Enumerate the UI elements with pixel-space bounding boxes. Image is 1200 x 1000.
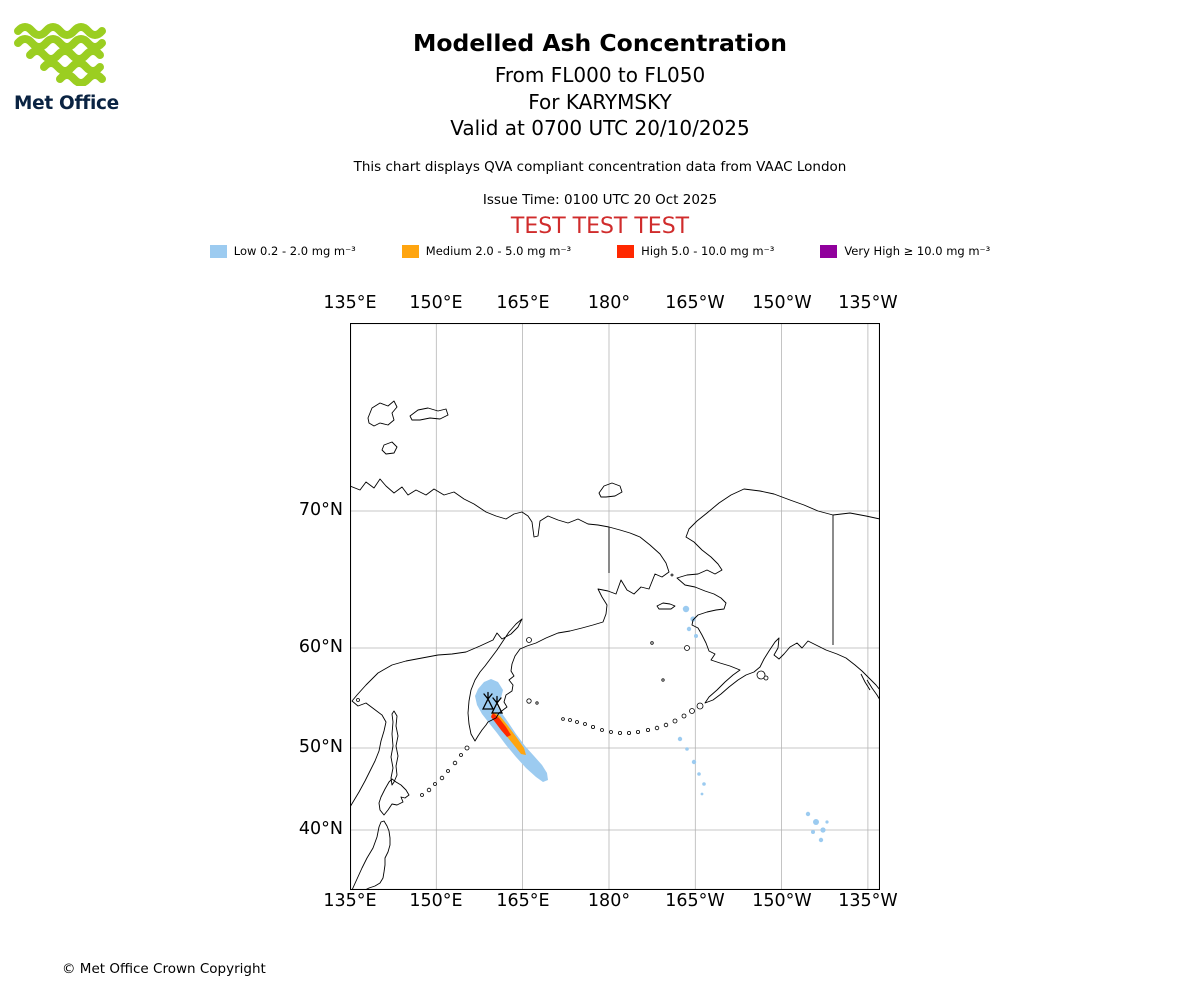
x-axis-label-bottom: 165°W	[665, 891, 725, 911]
new-siberian-island	[409, 407, 449, 421]
copyright-notice: © Met Office Crown Copyright	[62, 961, 266, 977]
coastlines	[349, 400, 881, 891]
map-area	[349, 322, 881, 891]
low-patches-bering	[682, 605, 698, 638]
alaska-panhandle-fjords	[866, 679, 881, 701]
sakhalin-coast	[390, 710, 399, 786]
political-boundaries	[608, 515, 834, 645]
x-axis-label-bottom: 135°W	[838, 891, 898, 911]
chart-header: Modelled Ash Concentration From FL000 to…	[0, 30, 1200, 142]
x-axis-label-top: 135°W	[838, 293, 898, 313]
test-banner: TEST TEST TEST	[510, 214, 690, 239]
low-swatch	[209, 244, 227, 258]
ash-plume-low	[475, 605, 829, 843]
legend-item-medium: Medium 2.0 - 5.0 mg m⁻³	[401, 244, 572, 258]
qva-description: This chart displays QVA compliant concen…	[353, 159, 847, 175]
chart-title: Modelled Ash Concentration	[413, 29, 787, 57]
legend-label-very-high: Very High ≥ 10.0 mg m⁻³	[844, 244, 991, 258]
medium-swatch	[401, 244, 419, 258]
x-axis-label-bottom: 180°	[587, 891, 631, 911]
x-axis-label-top: 165°E	[496, 293, 550, 313]
new-siberian-island	[367, 400, 398, 427]
low-patches-southeast	[805, 811, 829, 843]
legend-label-high: High 5.0 - 10.0 mg m⁻³	[641, 244, 775, 258]
lyakhovsky-island	[381, 441, 398, 455]
alaska-coast	[676, 488, 881, 704]
honshu-coast	[351, 820, 391, 891]
alaska-panhandle-fjords	[860, 673, 871, 691]
siberia-chukotka-kamchatka-coast	[349, 478, 670, 808]
map-border	[349, 322, 881, 891]
concentration-legend: Low 0.2 - 2.0 mg m⁻³ Medium 2.0 - 5.0 mg…	[0, 244, 1200, 258]
y-axis-label: 50°N	[298, 737, 343, 757]
y-axis-label: 60°N	[298, 637, 343, 657]
legend-label-medium: Medium 2.0 - 5.0 mg m⁻³	[425, 244, 572, 258]
x-axis-label-top: 150°W	[752, 293, 812, 313]
legend-label-low: Low 0.2 - 2.0 mg m⁻³	[233, 244, 356, 258]
x-axis-label-top: 165°W	[665, 293, 725, 313]
island-chain-dots	[356, 573, 769, 797]
volcano-line: For KARYMSKY	[528, 89, 672, 114]
hokkaido-coast	[378, 778, 410, 816]
x-axis-label-top: 135°E	[323, 293, 377, 313]
low-plume-main	[475, 679, 548, 782]
issue-time: Issue Time: 0100 UTC 20 Oct 2025	[482, 192, 718, 208]
valid-time-line: Valid at 0700 UTC 20/10/2025	[450, 116, 750, 140]
volcano-eruption-symbol	[481, 691, 504, 714]
ash-concentration-map	[349, 322, 881, 891]
st-lawrence-island	[656, 602, 676, 610]
legend-item-low: Low 0.2 - 2.0 mg m⁻³	[209, 244, 356, 258]
legend-item-very-high: Very High ≥ 10.0 mg m⁻³	[820, 244, 990, 258]
met-office-logo: Met Office	[14, 22, 124, 114]
ash-plume-high	[491, 713, 511, 737]
x-axis-label-bottom: 150°E	[409, 891, 463, 911]
high-swatch	[617, 244, 635, 258]
x-axis-label-top: 150°E	[409, 293, 463, 313]
low-patches-aleutian	[677, 736, 706, 796]
legend-item-high: High 5.0 - 10.0 mg m⁻³	[617, 244, 774, 258]
wrangel-island	[598, 482, 623, 498]
y-axis-label: 70°N	[298, 500, 343, 520]
met-office-logo-text: Met Office	[14, 93, 119, 114]
x-axis-label-top: 180°	[587, 293, 631, 313]
met-office-waves-logo	[14, 23, 106, 87]
very-high-swatch	[820, 244, 838, 258]
flight-level-line: From FL000 to FL050	[494, 63, 706, 87]
lat-lon-grid	[350, 323, 880, 890]
x-axis-label-bottom: 135°E	[323, 891, 377, 911]
x-axis-label-bottom: 150°W	[752, 891, 812, 911]
y-axis-label: 40°N	[298, 819, 343, 839]
x-axis-label-bottom: 165°E	[496, 891, 550, 911]
